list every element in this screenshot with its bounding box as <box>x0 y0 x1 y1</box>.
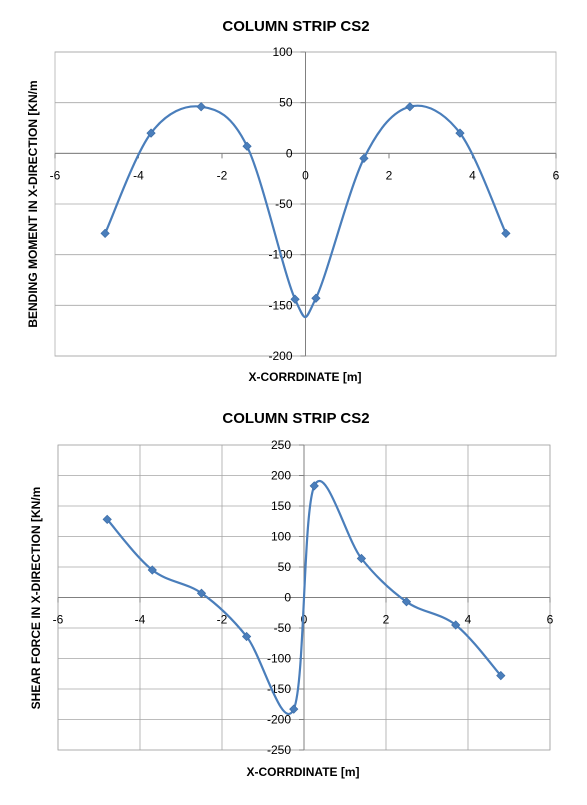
y-tick-label: 100 <box>271 530 291 544</box>
data-point <box>241 631 252 642</box>
data-point <box>290 294 300 304</box>
y-tick-label: 50 <box>278 560 292 574</box>
y-tick-label: -100 <box>267 652 291 666</box>
x-tick-label: 2 <box>386 168 393 182</box>
x-tick-label: -6 <box>53 613 64 627</box>
y-tick-label: 150 <box>271 499 291 513</box>
x-tick-label: 6 <box>547 613 554 627</box>
x-tick-label: -4 <box>135 613 146 627</box>
bending-moment-chart: COLUMN STRIP CS2 X-CORRDINATE [m] BENDIN… <box>26 18 560 384</box>
x-tick-label: -2 <box>217 613 228 627</box>
data-point <box>359 153 369 164</box>
y-tick-label: -150 <box>268 298 292 312</box>
data-point <box>401 597 412 607</box>
x-axis-title: X-CORRDINATE [m] <box>248 370 361 384</box>
data-point <box>102 514 112 525</box>
chart-title: COLUMN STRIP CS2 <box>222 410 369 427</box>
data-point <box>405 102 415 112</box>
data-point <box>311 293 321 303</box>
x-tick-label: -6 <box>50 168 61 182</box>
y-tick-label: 250 <box>271 438 291 452</box>
y-tick-label: 200 <box>271 469 291 483</box>
x-tick-label: 0 <box>302 168 309 182</box>
x-tick-label: 2 <box>383 613 390 627</box>
x-tick-label: -4 <box>133 168 144 182</box>
y-tick-label: -50 <box>274 621 292 635</box>
y-axis-title: SHEAR FORCE IN X-DIRECTION [KN/m <box>29 487 43 710</box>
y-tick-label: 0 <box>286 146 293 160</box>
shear-force-chart: COLUMN STRIP CS2 X-CORRDINATE [m] SHEAR … <box>29 410 554 779</box>
y-tick-label: 50 <box>279 96 293 110</box>
data-point <box>501 228 511 239</box>
x-tick-label: -2 <box>217 168 228 182</box>
data-point <box>146 128 156 138</box>
data-point <box>309 481 319 491</box>
y-axis-title: BENDING MOMENT IN X-DIRECTION [KN/m <box>26 80 40 327</box>
x-tick-label: 0 <box>301 613 308 627</box>
y-tick-label: 0 <box>284 591 291 605</box>
series-line <box>104 104 507 319</box>
data-point <box>196 102 206 112</box>
data-point <box>356 553 367 564</box>
data-point <box>455 128 465 138</box>
y-tick-label: -200 <box>268 349 292 363</box>
data-point <box>242 141 252 151</box>
x-axis-title: X-CORRDINATE [m] <box>246 765 359 779</box>
data-point <box>147 565 157 575</box>
y-tick-label: -200 <box>267 713 291 727</box>
series-line <box>106 480 502 715</box>
data-point <box>100 228 110 239</box>
data-point <box>196 588 207 598</box>
x-tick-label: 4 <box>465 613 472 627</box>
y-tick-label: 100 <box>272 45 292 59</box>
x-tick-label: 6 <box>553 168 560 182</box>
y-tick-label: -50 <box>275 197 293 211</box>
y-tick-label: -250 <box>267 743 291 757</box>
data-point <box>289 704 299 714</box>
data-point <box>496 670 506 681</box>
x-tick-label: 4 <box>469 168 476 182</box>
data-point <box>451 620 461 630</box>
chart-title: COLUMN STRIP CS2 <box>222 18 369 35</box>
